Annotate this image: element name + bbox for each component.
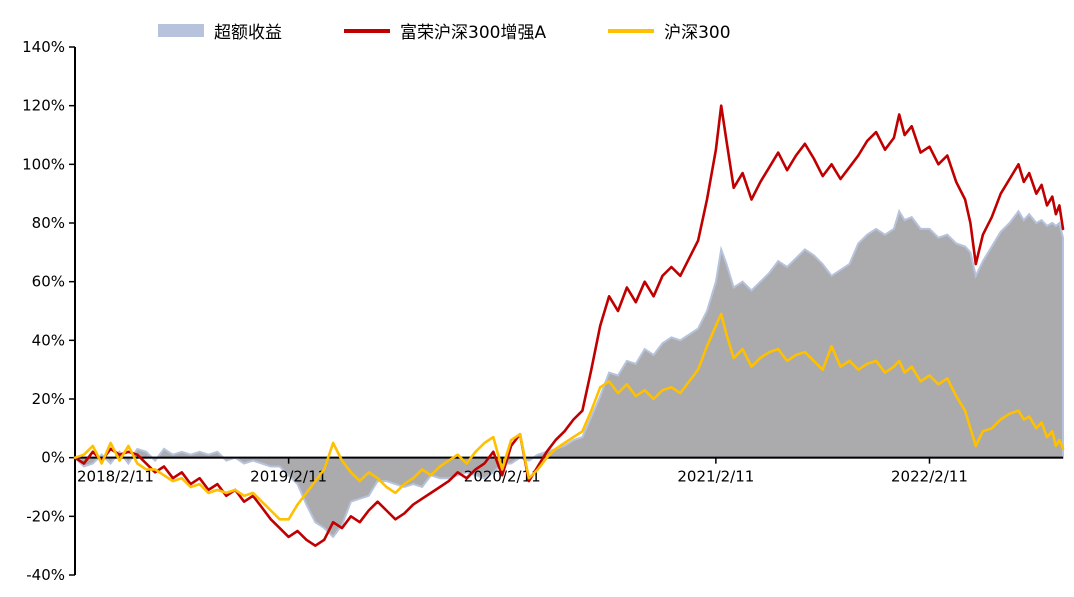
y-tick-label: 60%: [32, 273, 65, 291]
x-tick-label: 2021/2/11: [677, 468, 754, 486]
y-tick-label: 80%: [32, 214, 65, 232]
x-tick-label: 2022/2/11: [891, 468, 968, 486]
y-tick-label: 120%: [22, 97, 65, 115]
y-tick-label: 0%: [41, 449, 65, 467]
x-tick-label: 2020/2/11: [464, 468, 541, 486]
x-tick-label: 2018/2/11: [77, 468, 154, 486]
excess-return-area-swatch: [158, 24, 204, 37]
x-tick-label: 2019/2/11: [250, 468, 327, 486]
fund-line: [73, 104, 1065, 547]
legend-label-excess-return: 超额收益: [214, 23, 282, 43]
fund-line-swatch: [344, 28, 390, 33]
index-line-swatch: [608, 28, 655, 33]
y-tick-label: -20%: [26, 507, 65, 525]
excess-return-area: [72, 208, 1064, 539]
legend-item-fund: 富荣沪深300增强A: [344, 18, 546, 43]
legend-item-index: 沪深300: [608, 18, 731, 43]
index-line: [73, 312, 1065, 521]
legend-label-index: 沪深300: [664, 23, 731, 43]
y-tick-label: 140%: [22, 38, 65, 56]
y-tick-label: 40%: [32, 331, 65, 349]
legend-label-fund: 富荣沪深300增强A: [400, 23, 547, 43]
y-tick-label: 20%: [32, 390, 65, 408]
y-tick-label: -40%: [26, 566, 65, 584]
chart-legend: 超额收益 富荣沪深300增强A 沪深300: [158, 18, 731, 43]
y-tick-label: 100%: [22, 155, 65, 173]
legend-item-excess-return: 超额收益: [158, 18, 282, 43]
